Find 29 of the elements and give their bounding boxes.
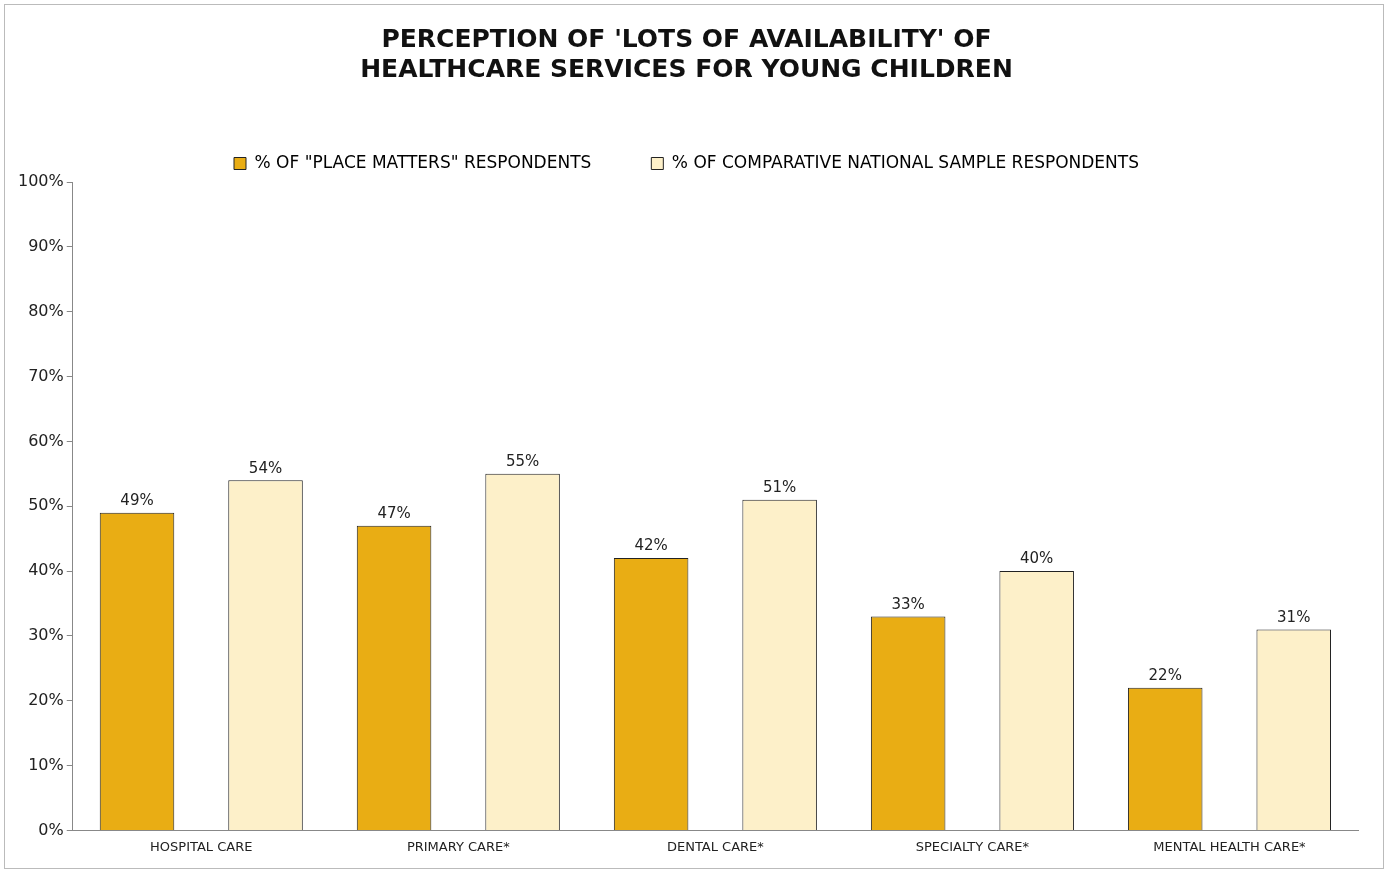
y-tick-label: 50% [28,495,64,515]
y-tick-label: 100% [17,171,64,191]
x-tick-label: PRIMARY CARE* [406,838,511,854]
y-tick-label: 30% [28,625,64,645]
data-label: 42% [634,536,668,555]
data-label: 49% [120,491,154,510]
y-tick-label: 70% [28,365,64,385]
legend-label: % OF "PLACE MATTERS" RESPONDENTS [254,151,592,172]
y-tick-label: 10% [28,754,64,774]
y-tick-label: 20% [28,689,64,709]
chart-title: PERCEPTION OF 'LOTS OF AVAILABILITY' OF HEALTHCARE SERVICES FOR YOUNG CHILDREN [360,23,1013,83]
data-label: 47% [377,504,411,523]
y-tick-label: 90% [28,236,64,255]
data-label: 54% [248,458,283,477]
y-tick-label: 40% [28,560,64,580]
data-label: 22% [1148,666,1182,685]
y-tick-label: 0% [38,819,64,839]
x-tick-label: SPECIALTY CARE* [915,838,1030,854]
legend-label: % OF COMPARATIVE NATIONAL SAMPLE RESPONDENTS [671,151,1139,172]
y-tick-label: 80% [28,300,64,320]
x-tick-label: DENTAL CARE* [666,838,765,854]
x-tick-label: HOSPITAL CARE [150,838,253,854]
data-label: 55% [505,452,540,471]
data-label: 33% [891,594,925,613]
data-label: 31% [1277,607,1311,626]
y-tick-label: 60% [28,430,64,450]
data-label: 51% [762,478,797,497]
data-label: 40% [1020,549,1054,568]
x-tick-label: MENTAL HEALTH CARE* [1153,838,1307,854]
